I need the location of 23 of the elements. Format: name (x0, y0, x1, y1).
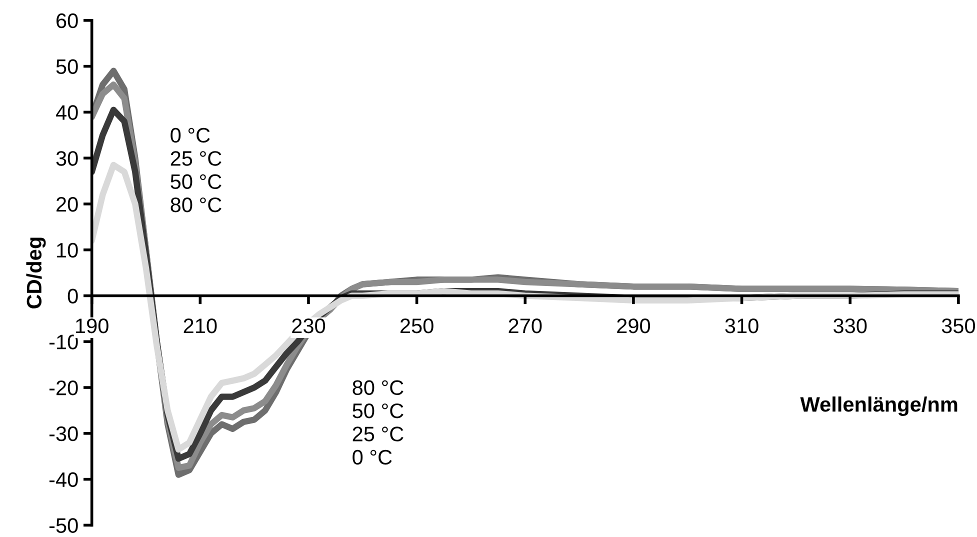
x-axis-title: Wellenlänge/nm (800, 396, 958, 416)
x-tick-label: 310 (725, 318, 758, 334)
y-tick-label: -30 (49, 426, 78, 442)
x-tick-label: 270 (508, 318, 542, 334)
annotation: 80 °C 50 °C 25 °C 0 °C (352, 380, 404, 465)
y-tick-label: -20 (49, 380, 78, 396)
y-tick-label: 40 (56, 105, 78, 120)
y-axis-title: CD/deg (26, 238, 46, 308)
y-tick-label: -40 (49, 472, 78, 488)
y-tick-label: 20 (56, 196, 78, 212)
x-tick-label: 250 (400, 318, 434, 334)
y-tick-label: 30 (56, 151, 78, 166)
y-tick-label: 60 (56, 13, 78, 28)
x-tick-label: 210 (184, 318, 217, 334)
x-tick-label: 350 (942, 318, 976, 334)
y-tick-label: 10 (57, 242, 78, 258)
x-tick-label: 290 (617, 318, 650, 334)
y-tick-label: 50 (56, 59, 78, 74)
x-tick-label: 330 (834, 318, 867, 334)
annotation: 0 °C 25 °C 50 °C 80 °C (170, 128, 222, 212)
y-tick-label: -50 (49, 518, 78, 533)
x-tick-label: 190 (76, 318, 108, 334)
y-tick-label: 0 (68, 288, 78, 304)
